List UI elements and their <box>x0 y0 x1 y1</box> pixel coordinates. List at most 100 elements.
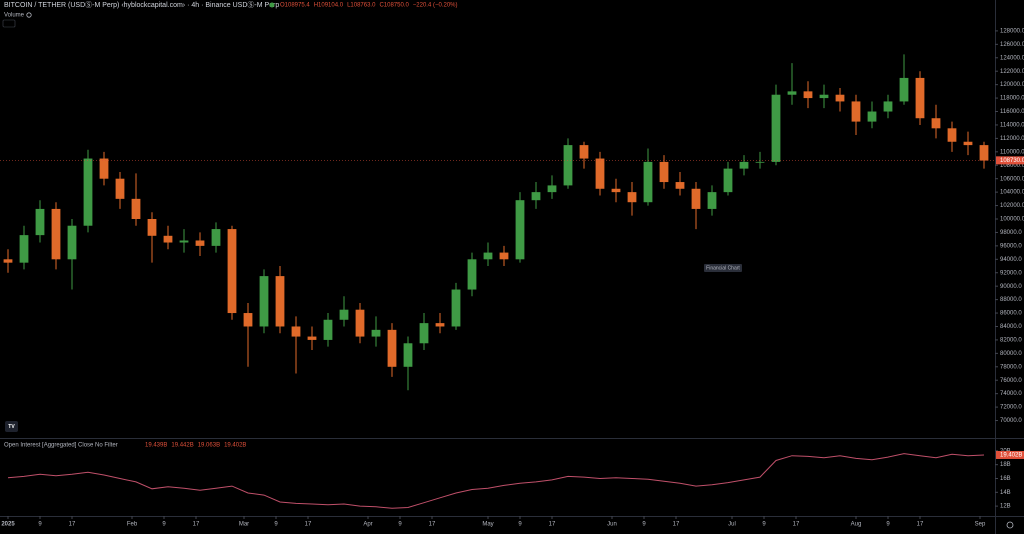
y-tick-label: 18B <box>1000 462 1011 468</box>
x-tick-label: 9 <box>38 522 42 528</box>
y-tick-label: 102000.0 <box>1000 203 1024 209</box>
candle-body <box>483 252 493 260</box>
x-tick-label: 2025 <box>1 522 15 528</box>
oi-title: Open Interest [Aggregated] Close No Filt… <box>4 443 118 449</box>
x-tick-label: 9 <box>642 522 646 528</box>
candle-body <box>291 326 301 337</box>
tooltip-box <box>704 264 742 272</box>
last-value-label: 19.402B <box>1000 453 1022 459</box>
candle-body <box>835 94 845 102</box>
candle-body <box>307 336 317 340</box>
last-value-tag <box>996 450 1024 459</box>
candle-body <box>627 192 637 203</box>
y-tick-label: 88000.0 <box>1000 297 1022 303</box>
y-tick-label: 100000.0 <box>1000 217 1024 223</box>
candle-body <box>851 101 861 122</box>
y-tick-label: 96000.0 <box>1000 243 1022 249</box>
candle-body <box>659 161 669 183</box>
candle-body <box>243 313 253 327</box>
candle-body <box>899 77 909 102</box>
ohlc-value: L108763.0 <box>347 3 376 9</box>
ohlc-value: H109104.0 <box>314 3 344 9</box>
y-tick-label: 76000.0 <box>1000 378 1022 384</box>
logo-box[interactable] <box>5 421 18 432</box>
candle-body <box>211 229 221 246</box>
y-tick-label: 112000.0 <box>1000 136 1024 142</box>
candle-body <box>675 182 685 189</box>
candle-body <box>435 323 445 327</box>
candle-body <box>643 161 653 203</box>
candle-body <box>355 309 365 337</box>
ohlc-values: O108975.4 H109104.0 L108763.0 C108750.0 −220… <box>280 3 458 9</box>
candle-body <box>611 188 621 193</box>
candle-body <box>179 240 189 243</box>
candle-body <box>195 240 205 246</box>
candle-body <box>3 259 13 263</box>
eye-icon[interactable] <box>26 12 32 18</box>
candle-body <box>739 161 749 169</box>
candle-body <box>867 111 877 122</box>
candle-body <box>163 235 173 243</box>
y-tick-label: 78000.0 <box>1000 364 1022 370</box>
candle-body <box>339 309 349 320</box>
candle-body <box>579 145 589 159</box>
y-tick-label: 12B <box>1000 504 1011 510</box>
y-tick-label: 120000.0 <box>1000 82 1024 88</box>
y-tick-label: 94000.0 <box>1000 257 1022 263</box>
x-tick-label: Feb <box>127 522 138 528</box>
x-tick-label: Jul <box>728 522 736 528</box>
candle-body <box>83 158 93 226</box>
status-dot <box>269 2 275 8</box>
candle-body <box>115 178 125 199</box>
x-tick-label: 9 <box>274 522 278 528</box>
oi-value: 19.439B <box>145 443 167 449</box>
settings-icon[interactable] <box>1006 521 1014 529</box>
candle-body <box>947 128 957 142</box>
candle-body <box>131 198 141 219</box>
candle-body <box>147 219 157 236</box>
x-tick-label: 17 <box>193 522 200 528</box>
candle-body <box>99 158 109 179</box>
candle-body <box>883 101 893 112</box>
y-tick-label: 114000.0 <box>1000 123 1024 129</box>
chart-title: BITCOIN / TETHER (USDⓈ-M Perp) ‹hyblockc… <box>4 1 279 9</box>
candle-body <box>547 185 557 193</box>
collapse-button[interactable] <box>2 19 16 28</box>
oi-value: 19.063B <box>198 443 220 449</box>
y-tick-label: 90000.0 <box>1000 284 1022 290</box>
y-tick-label: 110000.0 <box>1000 149 1024 155</box>
candle-body <box>819 94 829 99</box>
candle-body <box>35 208 45 236</box>
y-tick-label: 104000.0 <box>1000 190 1024 196</box>
x-tick-label: Aug <box>851 522 862 528</box>
x-tick-label: 17 <box>673 522 680 528</box>
y-tick-label: 14B <box>1000 490 1011 496</box>
candle-body <box>531 192 541 201</box>
tooltip: Financial Chart <box>706 265 740 271</box>
volume-label: Volume <box>4 13 25 19</box>
candle-body <box>467 259 477 290</box>
x-tick-label: Apr <box>363 522 372 528</box>
candle-body <box>803 91 813 99</box>
y-tick-label: 16B <box>1000 476 1011 482</box>
x-tick-label: 17 <box>429 522 436 528</box>
logo[interactable]: TV <box>8 424 15 430</box>
last-price-tag <box>996 156 1024 165</box>
candle-body <box>915 77 925 119</box>
candle-body <box>67 225 77 260</box>
candle-body <box>515 200 525 260</box>
candle-body <box>227 229 237 314</box>
candle-body <box>259 276 269 327</box>
ohlc-value: C108750.0 <box>379 3 409 9</box>
y-tick-label: 74000.0 <box>1000 391 1022 397</box>
candle-body <box>755 161 765 163</box>
candle-body <box>723 168 733 193</box>
x-tick-label: 17 <box>793 522 800 528</box>
y-tick-label: 84000.0 <box>1000 324 1022 330</box>
candle-body <box>931 118 941 129</box>
x-tick-label: 17 <box>549 522 556 528</box>
candle-body <box>275 276 285 327</box>
oi-line <box>7 453 985 509</box>
x-tick-label: 9 <box>762 522 766 528</box>
